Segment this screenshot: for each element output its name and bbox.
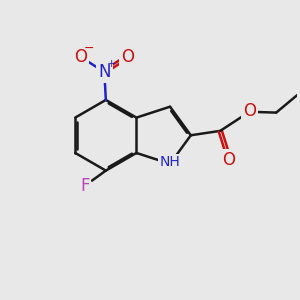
- Text: NH: NH: [160, 155, 180, 170]
- Text: O: O: [74, 48, 87, 66]
- Text: N: N: [98, 63, 111, 81]
- Text: +: +: [107, 59, 116, 69]
- Text: O: O: [121, 48, 134, 66]
- Text: O: O: [223, 151, 236, 169]
- Text: O: O: [243, 102, 256, 120]
- Text: F: F: [80, 177, 89, 195]
- Text: −: −: [83, 42, 94, 55]
